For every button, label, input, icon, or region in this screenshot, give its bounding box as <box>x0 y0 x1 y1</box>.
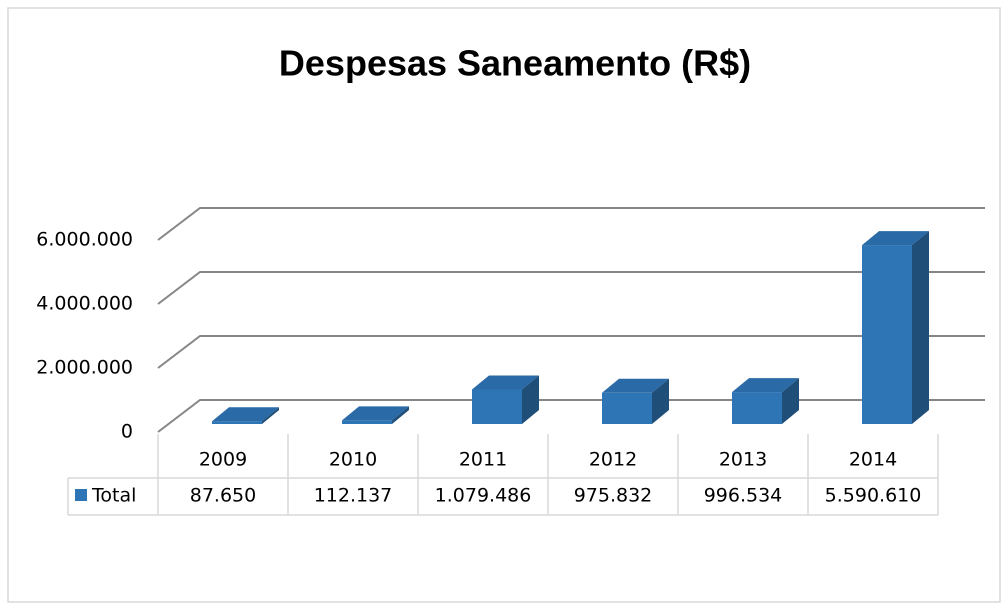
bar <box>602 392 652 424</box>
bar-side <box>262 407 279 424</box>
bar <box>342 420 392 424</box>
grid-line <box>157 207 985 241</box>
bar <box>212 421 262 424</box>
y-tick-label: 4.000.000 <box>36 293 133 315</box>
table-value: 975.832 <box>574 485 653 507</box>
x-tick-label: 2011 <box>459 449 507 471</box>
table-value: 5.590.610 <box>825 485 922 507</box>
bar-top <box>342 406 409 421</box>
bar-side <box>522 375 539 424</box>
x-tick-label: 2013 <box>719 449 767 471</box>
x-tick-label: 2009 <box>199 449 247 471</box>
bar <box>732 392 782 424</box>
table-value: 1.079.486 <box>435 485 532 507</box>
grid-line <box>157 271 985 305</box>
chart-title: Despesas Saneamento (R$) <box>279 43 751 84</box>
bar-top <box>732 378 799 393</box>
legend-swatch <box>75 489 87 501</box>
bar <box>472 389 522 424</box>
bar-top <box>212 407 279 422</box>
bar-top <box>862 231 929 246</box>
bar-side <box>392 406 409 424</box>
x-tick-label: 2010 <box>329 449 377 471</box>
legend-label: Total <box>91 485 136 507</box>
grid-line <box>157 335 985 369</box>
table-value: 112.137 <box>314 485 393 507</box>
bar <box>862 245 912 424</box>
bar-top <box>472 375 539 390</box>
x-tick-label: 2014 <box>849 449 897 471</box>
table-value: 87.650 <box>190 485 256 507</box>
grid-line <box>157 399 985 433</box>
y-tick-label: 2.000.000 <box>36 357 133 379</box>
y-tick-label: 6.000.000 <box>36 229 133 251</box>
chart-border <box>7 7 1001 603</box>
table-value: 996.534 <box>704 485 783 507</box>
y-tick-label: 0 <box>121 421 133 443</box>
x-tick-label: 2012 <box>589 449 637 471</box>
bar-side <box>912 231 929 424</box>
bar-top <box>602 378 669 393</box>
bar-side <box>652 378 669 424</box>
bar-side <box>782 378 799 424</box>
